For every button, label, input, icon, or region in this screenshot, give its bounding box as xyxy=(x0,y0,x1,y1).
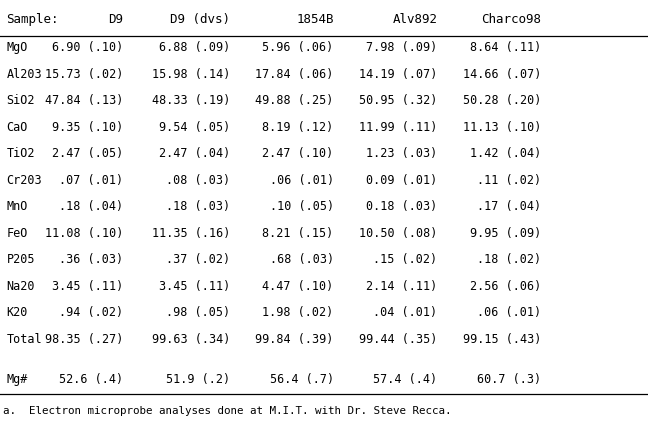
Text: 10.50 (.08): 10.50 (.08) xyxy=(359,227,437,240)
Text: K20: K20 xyxy=(6,306,28,319)
Text: Na20: Na20 xyxy=(6,280,35,293)
Text: 14.66 (.07): 14.66 (.07) xyxy=(463,68,541,80)
Text: 51.9 (.2): 51.9 (.2) xyxy=(166,373,230,386)
Text: .68 (.03): .68 (.03) xyxy=(270,253,334,266)
Text: .18 (.03): .18 (.03) xyxy=(166,200,230,213)
Text: 0.18 (.03): 0.18 (.03) xyxy=(366,200,437,213)
Text: Mg#: Mg# xyxy=(6,373,28,386)
Text: 47.84 (.13): 47.84 (.13) xyxy=(45,94,123,107)
Text: 11.13 (.10): 11.13 (.10) xyxy=(463,121,541,134)
Text: 11.35 (.16): 11.35 (.16) xyxy=(152,227,230,240)
Text: .11 (.02): .11 (.02) xyxy=(477,174,541,187)
Text: .36 (.03): .36 (.03) xyxy=(59,253,123,266)
Text: Sample:: Sample: xyxy=(6,13,59,26)
Text: MnO: MnO xyxy=(6,200,28,213)
Text: Al203: Al203 xyxy=(6,68,42,80)
Text: 99.44 (.35): 99.44 (.35) xyxy=(359,333,437,346)
Text: 2.47 (.05): 2.47 (.05) xyxy=(52,147,123,160)
Text: .17 (.04): .17 (.04) xyxy=(477,200,541,213)
Text: 50.95 (.32): 50.95 (.32) xyxy=(359,94,437,107)
Text: .06 (.01): .06 (.01) xyxy=(477,306,541,319)
Text: .06 (.01): .06 (.01) xyxy=(270,174,334,187)
Text: a.  Electron microprobe analyses done at M.I.T. with Dr. Steve Recca.: a. Electron microprobe analyses done at … xyxy=(3,406,452,416)
Text: Alv892: Alv892 xyxy=(393,13,437,26)
Text: .98 (.05): .98 (.05) xyxy=(166,306,230,319)
Text: .04 (.01): .04 (.01) xyxy=(373,306,437,319)
Text: 99.15 (.43): 99.15 (.43) xyxy=(463,333,541,346)
Text: 49.88 (.25): 49.88 (.25) xyxy=(255,94,334,107)
Text: 8.19 (.12): 8.19 (.12) xyxy=(262,121,334,134)
Text: 1.98 (.02): 1.98 (.02) xyxy=(262,306,334,319)
Text: .10 (.05): .10 (.05) xyxy=(270,200,334,213)
Text: 6.90 (.10): 6.90 (.10) xyxy=(52,41,123,54)
Text: 99.84 (.39): 99.84 (.39) xyxy=(255,333,334,346)
Text: CaO: CaO xyxy=(6,121,28,134)
Text: 56.4 (.7): 56.4 (.7) xyxy=(270,373,334,386)
Text: 8.64 (.11): 8.64 (.11) xyxy=(470,41,541,54)
Text: .37 (.02): .37 (.02) xyxy=(166,253,230,266)
Text: 4.47 (.10): 4.47 (.10) xyxy=(262,280,334,293)
Text: 8.21 (.15): 8.21 (.15) xyxy=(262,227,334,240)
Text: .08 (.03): .08 (.03) xyxy=(166,174,230,187)
Text: 1.42 (.04): 1.42 (.04) xyxy=(470,147,541,160)
Text: 60.7 (.3): 60.7 (.3) xyxy=(477,373,541,386)
Text: 0.09 (.01): 0.09 (.01) xyxy=(366,174,437,187)
Text: FeO: FeO xyxy=(6,227,28,240)
Text: 2.14 (.11): 2.14 (.11) xyxy=(366,280,437,293)
Text: 9.35 (.10): 9.35 (.10) xyxy=(52,121,123,134)
Text: 14.19 (.07): 14.19 (.07) xyxy=(359,68,437,80)
Text: 3.45 (.11): 3.45 (.11) xyxy=(52,280,123,293)
Text: .18 (.04): .18 (.04) xyxy=(59,200,123,213)
Text: D9: D9 xyxy=(108,13,123,26)
Text: 52.6 (.4): 52.6 (.4) xyxy=(59,373,123,386)
Text: 11.99 (.11): 11.99 (.11) xyxy=(359,121,437,134)
Text: 2.47 (.10): 2.47 (.10) xyxy=(262,147,334,160)
Text: .15 (.02): .15 (.02) xyxy=(373,253,437,266)
Text: .07 (.01): .07 (.01) xyxy=(59,174,123,187)
Text: 9.95 (.09): 9.95 (.09) xyxy=(470,227,541,240)
Text: 50.28 (.20): 50.28 (.20) xyxy=(463,94,541,107)
Text: 11.08 (.10): 11.08 (.10) xyxy=(45,227,123,240)
Text: 98.35 (.27): 98.35 (.27) xyxy=(45,333,123,346)
Text: 48.33 (.19): 48.33 (.19) xyxy=(152,94,230,107)
Text: Charco98: Charco98 xyxy=(481,13,541,26)
Text: D9 (dvs): D9 (dvs) xyxy=(170,13,230,26)
Text: SiO2: SiO2 xyxy=(6,94,35,107)
Text: 2.47 (.04): 2.47 (.04) xyxy=(159,147,230,160)
Text: 3.45 (.11): 3.45 (.11) xyxy=(159,280,230,293)
Text: Cr203: Cr203 xyxy=(6,174,42,187)
Text: .18 (.02): .18 (.02) xyxy=(477,253,541,266)
Text: MgO: MgO xyxy=(6,41,28,54)
Text: 2.56 (.06): 2.56 (.06) xyxy=(470,280,541,293)
Text: TiO2: TiO2 xyxy=(6,147,35,160)
Text: 9.54 (.05): 9.54 (.05) xyxy=(159,121,230,134)
Text: 15.98 (.14): 15.98 (.14) xyxy=(152,68,230,80)
Text: 5.96 (.06): 5.96 (.06) xyxy=(262,41,334,54)
Text: 7.98 (.09): 7.98 (.09) xyxy=(366,41,437,54)
Text: 6.88 (.09): 6.88 (.09) xyxy=(159,41,230,54)
Text: P205: P205 xyxy=(6,253,35,266)
Text: 57.4 (.4): 57.4 (.4) xyxy=(373,373,437,386)
Text: 1.23 (.03): 1.23 (.03) xyxy=(366,147,437,160)
Text: Total: Total xyxy=(6,333,42,346)
Text: 15.73 (.02): 15.73 (.02) xyxy=(45,68,123,80)
Text: .94 (.02): .94 (.02) xyxy=(59,306,123,319)
Text: 1854B: 1854B xyxy=(296,13,334,26)
Text: 17.84 (.06): 17.84 (.06) xyxy=(255,68,334,80)
Text: 99.63 (.34): 99.63 (.34) xyxy=(152,333,230,346)
